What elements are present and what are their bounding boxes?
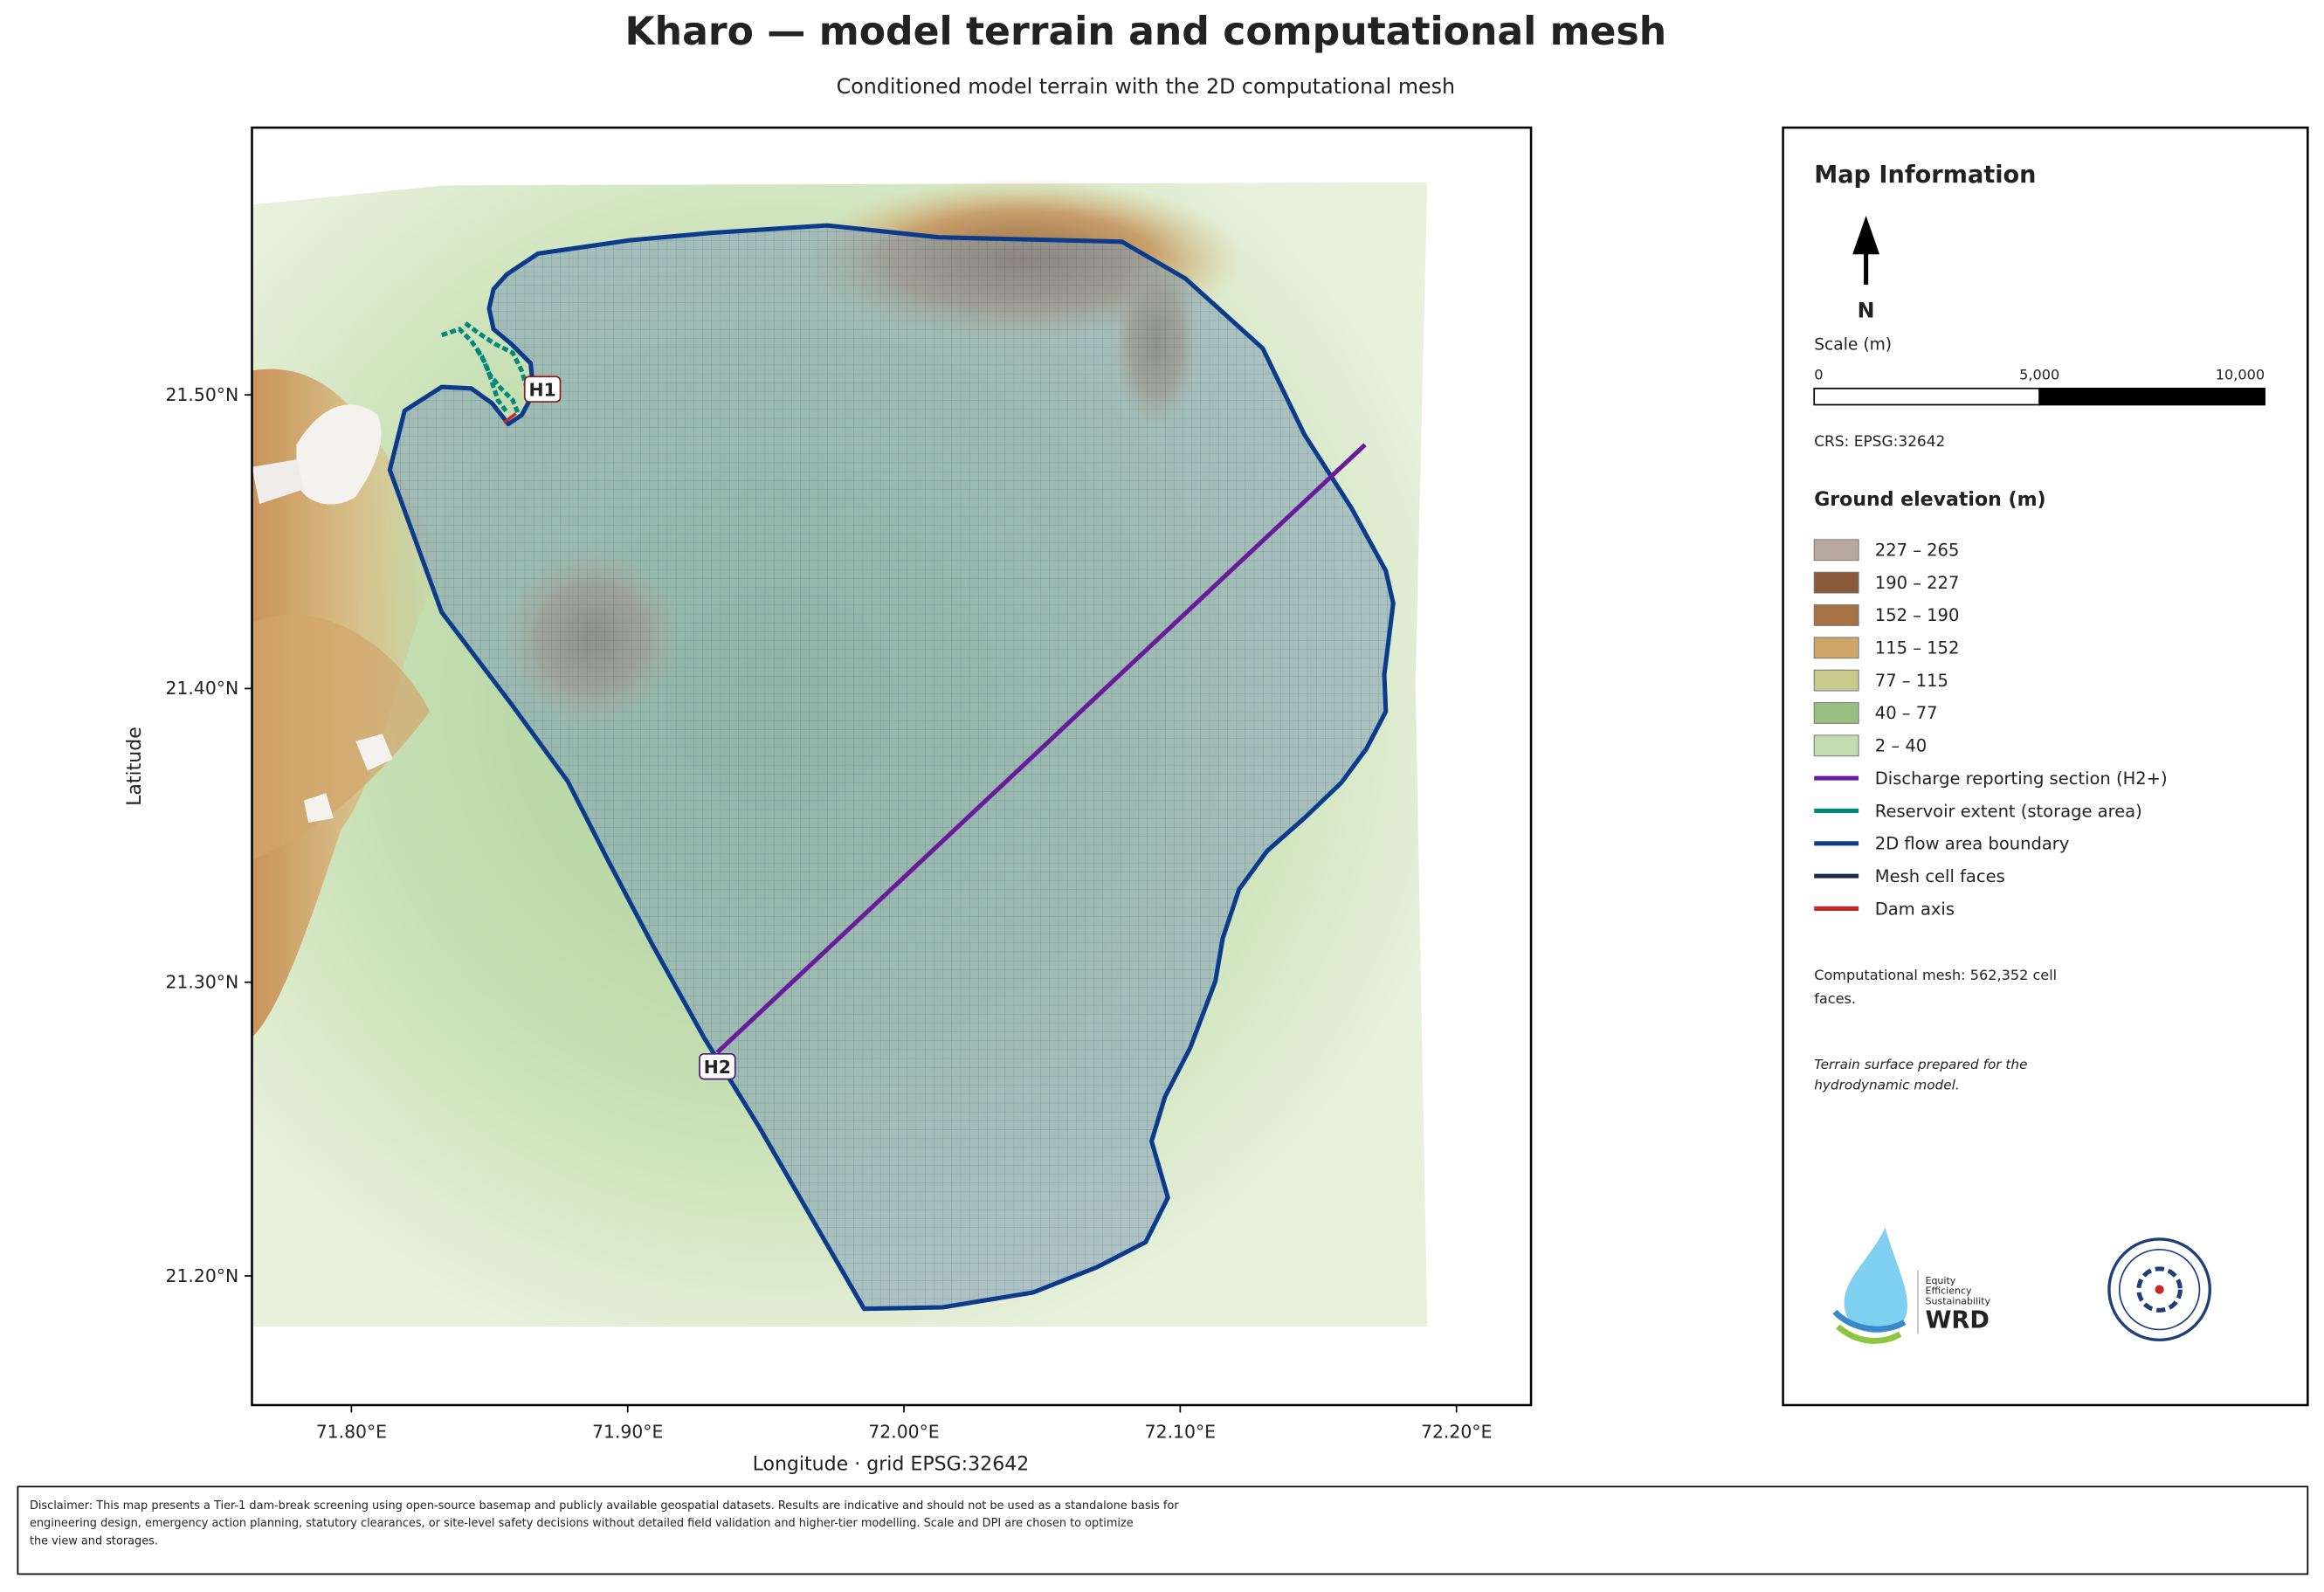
emblem-logo [2107, 1237, 2212, 1342]
scale-bar-white [1813, 387, 2041, 406]
point-label: H2 [704, 1057, 731, 1078]
scale-tick-label: 5,000 [2019, 367, 2059, 383]
legend-swatch [1813, 734, 1859, 757]
mesh-note: faces. [1814, 990, 1856, 1007]
scale-tick-label: 0 [1814, 367, 1823, 383]
scale-tick-label: 10,000 [2216, 367, 2265, 383]
x-tick-label: 71.80°E [316, 1421, 387, 1442]
logo-text: WRD [1925, 1307, 1989, 1334]
logo-text: Equity [1925, 1275, 1955, 1286]
reservoir-extent [440, 321, 530, 417]
logo-wave [1832, 1309, 1907, 1333]
logo-wave [1836, 1324, 1902, 1344]
logo-text: Efficiency [1925, 1285, 1972, 1297]
legend-label: 190 – 227 [1875, 573, 1960, 593]
point-label-box [523, 376, 562, 403]
y-axis-label: Latitude [124, 727, 146, 806]
terrain-note: Terrain surface prepared for the [1814, 1057, 2027, 1072]
x-tick-label: 72.00°E [868, 1421, 939, 1442]
info-panel [1782, 126, 2309, 1407]
terrain-peak [303, 793, 334, 824]
legend-label: 2D flow area boundary [1875, 834, 2070, 854]
north-label: N [1858, 298, 1875, 322]
legend-label: 115 – 152 [1875, 638, 1960, 658]
y-tick-label: 21.50°N [166, 384, 239, 405]
scale-bar-black [2038, 387, 2265, 406]
legend-label: Discharge reporting section (H2+) [1875, 768, 2168, 789]
crs-label: CRS: EPSG:32642 [1814, 433, 1945, 451]
legend-label: 152 – 190 [1875, 605, 1960, 625]
legend-swatch [1813, 669, 1859, 692]
dam-axis [502, 412, 517, 424]
disclaimer-box [17, 1485, 2309, 1575]
page-title: Kharo — model terrain and computational … [625, 10, 1667, 54]
discharge-section [715, 443, 1367, 1054]
north-arrow [1852, 216, 1880, 286]
legend-label: 40 – 77 [1875, 703, 1938, 723]
legend-swatch [1813, 637, 1859, 659]
x-tick-label: 71.90°E [592, 1421, 663, 1442]
x-axis-label: Longitude · grid EPSG:32642 [753, 1454, 1030, 1476]
legend-label: Reservoir extent (storage area) [1875, 801, 2142, 821]
y-tick-label: 21.40°N [166, 678, 239, 699]
legend-label: 227 – 265 [1875, 541, 1960, 561]
scale-title: Scale (m) [1814, 336, 1892, 355]
terrain-peak [296, 404, 382, 505]
legend-label: 77 – 115 [1875, 671, 1948, 691]
y-tick-label: 21.20°N [166, 1265, 239, 1286]
terrain-peak [355, 734, 393, 771]
disclaimer-line: engineering design, emergency action pla… [30, 1517, 1134, 1530]
panel-title: Map Information [1814, 162, 2036, 189]
x-tick-label: 72.10°E [1145, 1421, 1216, 1442]
disclaimer-line: Disclaimer: This map presents a Tier-1 d… [30, 1499, 1179, 1513]
x-tick-label: 72.20°E [1421, 1421, 1492, 1442]
emblem-ring [2118, 1248, 2201, 1331]
point-label-box [699, 1052, 736, 1080]
terrain-peak [252, 459, 304, 505]
mesh-note: Computational mesh: 562,352 cell [1814, 967, 2057, 983]
legend-label: Dam axis [1875, 899, 1955, 919]
terrain-note: hydrodynamic model. [1814, 1078, 1960, 1093]
page-subtitle: Conditioned model terrain with the 2D co… [837, 74, 1455, 99]
logo-text: Sustainability [1925, 1296, 1990, 1307]
legend-swatch [1813, 539, 1859, 562]
map-frame [251, 126, 1533, 1407]
legend-swatch [1813, 702, 1859, 724]
legend-title: Ground elevation (m) [1814, 489, 2045, 511]
disclaimer-line: the view and storages. [30, 1535, 158, 1548]
y-tick-label: 21.30°N [166, 972, 239, 993]
legend-label: 2 – 40 [1875, 736, 1927, 756]
point-label: H1 [529, 379, 556, 400]
legend-label: Mesh cell faces [1875, 866, 2005, 886]
reservoir-line [440, 327, 521, 417]
emblem-flower [2136, 1266, 2183, 1313]
reservoir-line [464, 321, 530, 392]
wrd-logo [1832, 1227, 1919, 1344]
reservoir-line [475, 348, 509, 414]
legend-swatch [1813, 604, 1859, 626]
terrain-upland [252, 614, 431, 860]
logo-drop [1844, 1227, 1907, 1334]
emblem-center [2155, 1285, 2164, 1294]
legend-swatch [1813, 571, 1859, 594]
